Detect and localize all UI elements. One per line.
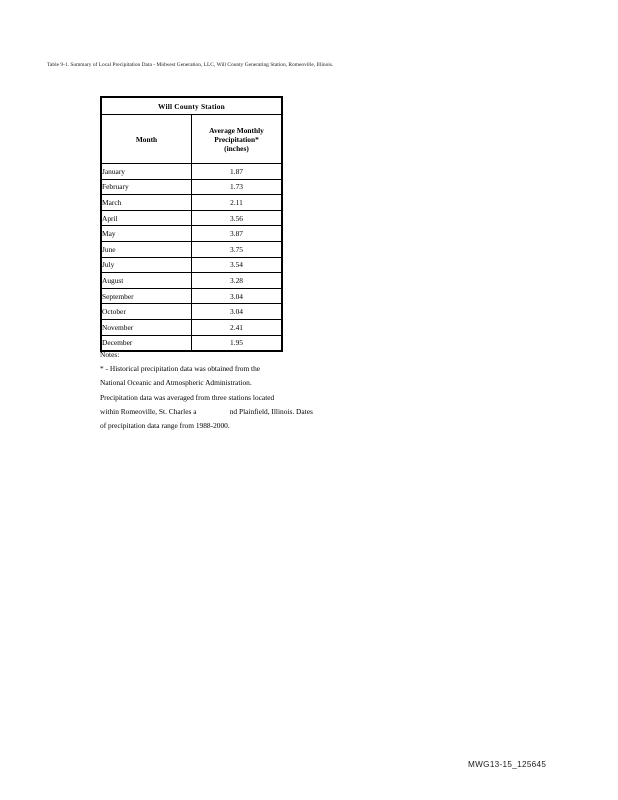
- cell-precipitation-value: 1.73: [191, 178, 283, 196]
- table-title: Will County Station: [100, 96, 283, 115]
- precipitation-table: Will County Station Month Average Monthl…: [100, 96, 283, 353]
- cell-month: November: [100, 318, 192, 336]
- table-row: July 3.54: [100, 256, 283, 274]
- cell-precipitation-value: 3.54: [191, 256, 283, 274]
- cell-month: July: [100, 256, 192, 274]
- precipitation-table-container: Will County Station Month Average Monthl…: [100, 96, 283, 353]
- column-header-precipitation-line1: Average Monthly: [209, 125, 264, 135]
- cell-month: February: [100, 178, 192, 196]
- cell-month: April: [100, 209, 192, 227]
- table-row: October 3.04: [100, 303, 283, 320]
- cell-precipitation-value: 3.87: [191, 225, 283, 242]
- notes-line: National Oceanic and Atmospheric Adminis…: [100, 378, 252, 388]
- notes-line: within Romeoville, St. Charles a nd Plai…: [100, 406, 313, 416]
- cell-precipitation-value: 1.87: [191, 163, 283, 180]
- cell-precipitation-value: 3.04: [191, 303, 283, 320]
- table-row: December 1.95: [100, 334, 283, 352]
- column-header-precipitation-units: (inches): [224, 143, 249, 153]
- cell-month: May: [100, 225, 192, 242]
- table-row: June 3.75: [100, 240, 283, 258]
- table-body: Will County Station Month Average Monthl…: [100, 96, 283, 352]
- table-row: March 2.11: [100, 194, 283, 211]
- bates-number: MWG13-15_125645: [468, 760, 547, 769]
- cell-month: March: [100, 194, 192, 211]
- cell-month: June: [100, 240, 192, 258]
- table-row: May 3.87: [100, 225, 283, 242]
- table-row: February 1.73: [100, 178, 283, 196]
- cell-precipitation-value: 1.95: [191, 334, 283, 352]
- table-row: January 1.87: [100, 163, 283, 180]
- cell-month: September: [100, 287, 192, 305]
- footnote-marker-asterisk: *: [255, 134, 259, 144]
- cell-month: August: [100, 272, 192, 289]
- column-header-month: Month: [100, 114, 192, 164]
- notes-heading: Notes:: [100, 350, 120, 359]
- notes-line: Precipitation data was averaged from thr…: [100, 392, 275, 402]
- column-header-precipitation-line2: Precipitation*: [192, 135, 281, 144]
- table-caption: Table 9-1. Summary of Local Precipitatio…: [47, 62, 334, 68]
- cell-month: October: [100, 303, 192, 320]
- cell-precipitation-value: 3.04: [191, 287, 283, 305]
- cell-precipitation-value: 3.75: [191, 240, 283, 258]
- table-row: August 3.28: [100, 272, 283, 289]
- table-row: April 3.56: [100, 209, 283, 227]
- table-row: September 3.04: [100, 287, 283, 305]
- cell-month: January: [100, 163, 192, 180]
- cell-precipitation-value: 3.56: [191, 209, 283, 227]
- precipitation-label: Precipitation: [214, 134, 256, 144]
- table-row: November 2.41: [100, 318, 283, 336]
- cell-precipitation-value: 2.41: [191, 318, 283, 336]
- cell-month: December: [100, 334, 192, 352]
- table-title-row: Will County Station: [100, 96, 283, 115]
- column-header-precipitation: Average Monthly Precipitation* (inches): [191, 114, 283, 164]
- cell-precipitation-value: 3.28: [191, 272, 283, 289]
- cell-precipitation-value: 2.11: [191, 194, 283, 211]
- notes-line: of precipitation data range from 1988-20…: [100, 421, 230, 431]
- table-header-row: Month Average Monthly Precipitation* (in…: [100, 114, 283, 164]
- notes-line: * - Historical precipitation data was ob…: [100, 364, 261, 374]
- notes-section: Notes: * - Historical precipitation data…: [100, 348, 420, 433]
